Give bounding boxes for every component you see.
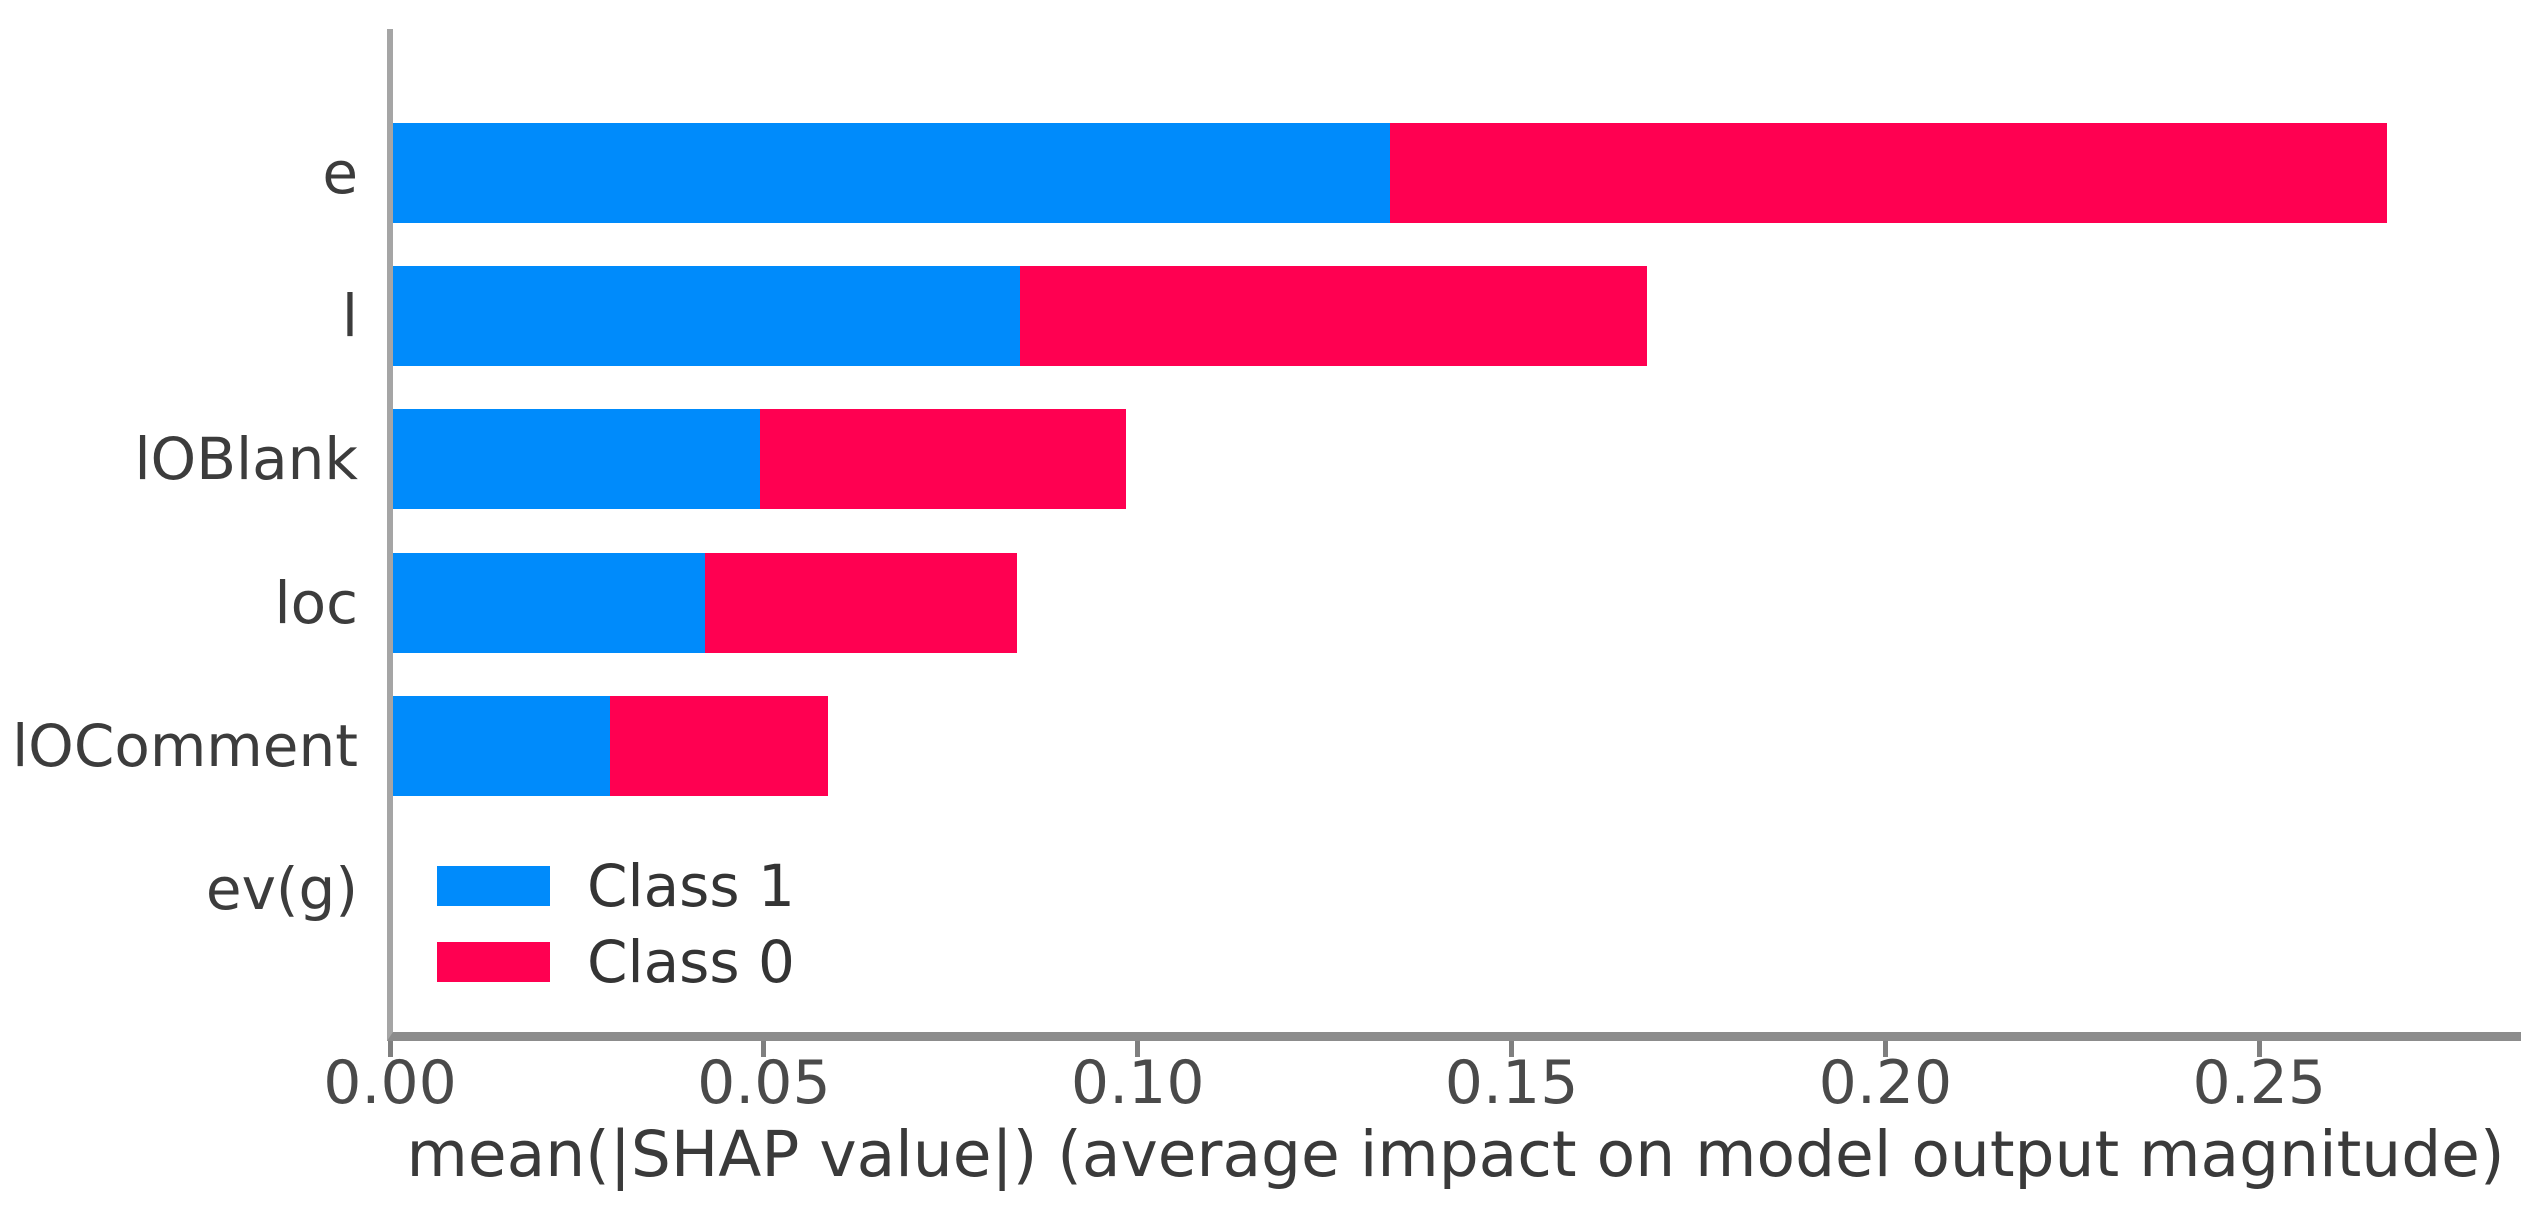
legend-swatch-class1 [437, 866, 550, 906]
legend: Class 1 Class 0 [437, 852, 795, 1015]
y-tick-label-e: e [322, 139, 358, 207]
legend-swatch-class0 [437, 942, 550, 982]
x-tick-label-0.05: 0.05 [697, 1048, 831, 1118]
x-tick-label-0.25: 0.25 [2192, 1048, 2327, 1118]
x-tick-label-0.10: 0.10 [1070, 1048, 1205, 1118]
x-axis-label: mean(|SHAP value|) (average impact on mo… [406, 1118, 2505, 1191]
bar-lOBlank-class0 [759, 409, 1127, 510]
y-tick-label-lOComment: lOComment [12, 711, 358, 780]
bar-e-class0 [1389, 123, 2387, 223]
y-tick-label-ev(g): ev(g) [205, 855, 358, 923]
x-tick-label-0.15: 0.15 [1444, 1048, 1579, 1118]
bar-lOBlank-class1 [393, 409, 760, 510]
bar-lOComment-class0 [610, 695, 828, 796]
plot-area [387, 29, 2521, 1041]
legend-item-class0: Class 0 [437, 928, 795, 996]
x-tick-mark-0.20 [1882, 1041, 1888, 1057]
x-tick-mark-0.25 [2256, 1041, 2262, 1057]
legend-label-class0: Class 0 [587, 928, 795, 996]
x-tick-mark-0.00 [387, 1041, 393, 1057]
x-tick-label-0.00: 0.00 [323, 1048, 457, 1118]
y-tick-label-l: l [341, 282, 358, 351]
y-tick-label-lOBlank: lOBlank [134, 425, 358, 494]
y-tick-label-loc: loc [274, 568, 359, 637]
x-tick-mark-0.05 [761, 1041, 767, 1057]
bar-lOComment-class1 [393, 695, 611, 796]
bar-loc-class0 [705, 552, 1018, 653]
x-tick-mark-0.15 [1509, 1041, 1515, 1057]
bar-e-class1 [393, 123, 1390, 223]
bar-loc-class1 [393, 552, 706, 653]
x-tick-label-0.20: 0.20 [1818, 1048, 1953, 1118]
bar-l-class0 [1020, 266, 1648, 367]
legend-item-class1: Class 1 [437, 852, 795, 920]
bar-l-class1 [393, 266, 1021, 367]
x-tick-mark-0.10 [1135, 1041, 1141, 1057]
legend-label-class1: Class 1 [587, 852, 795, 920]
